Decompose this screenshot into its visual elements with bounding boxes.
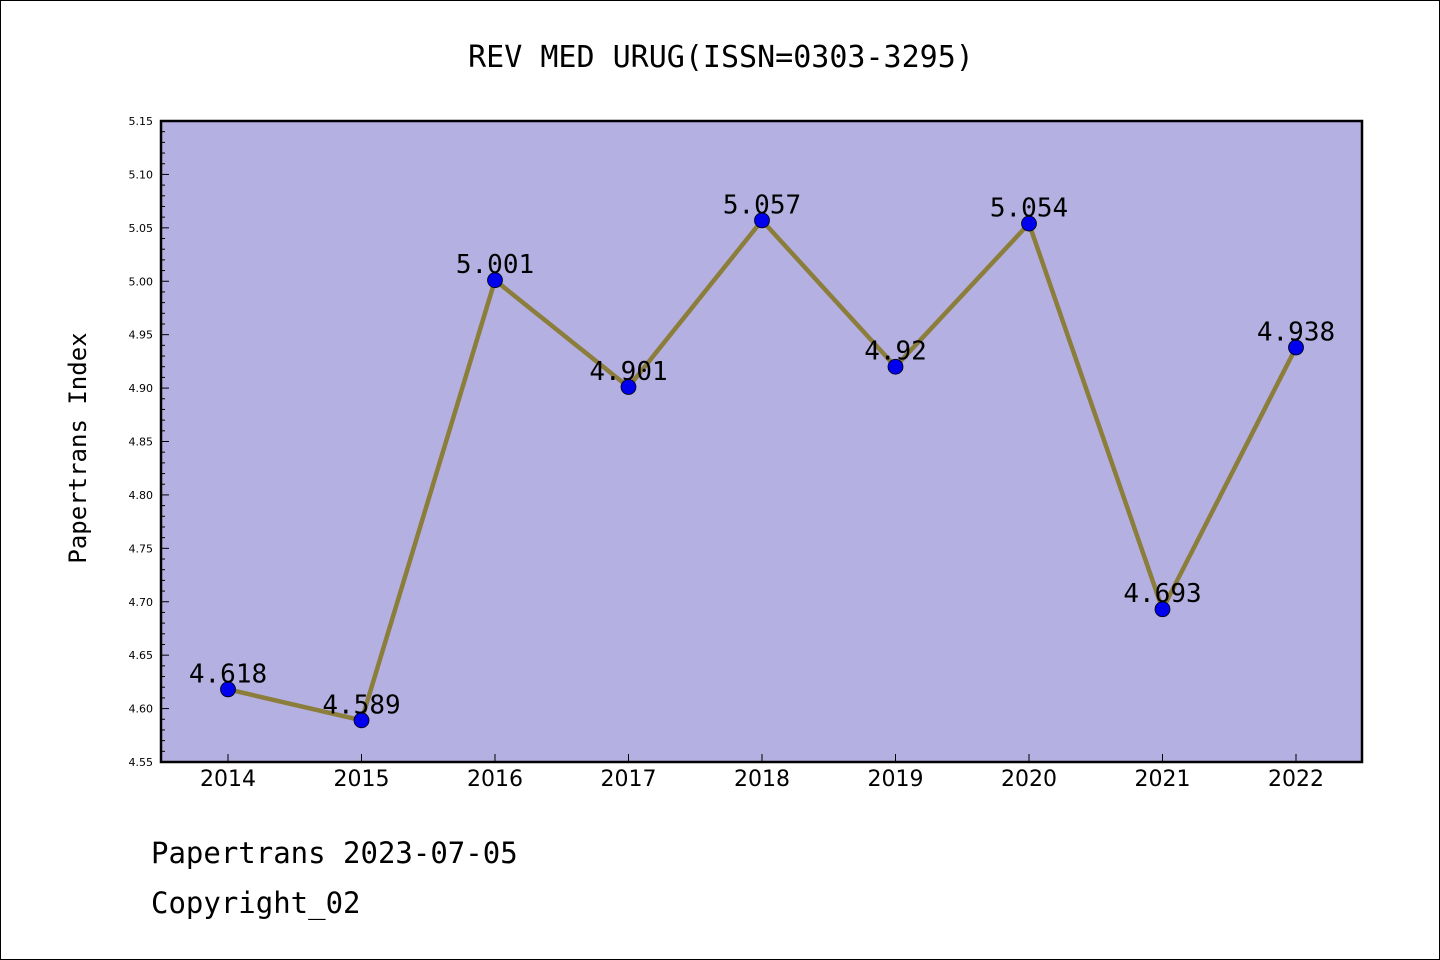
y-tick-label: 4.55 bbox=[129, 756, 154, 769]
y-tick-label: 5.05 bbox=[129, 222, 154, 235]
y-tick-label: 4.70 bbox=[129, 596, 154, 609]
x-tick-label: 2020 bbox=[1001, 767, 1057, 792]
chart-title: REV MED URUG(ISSN=0303-3295) bbox=[468, 40, 974, 75]
data-label: 4.901 bbox=[589, 357, 667, 387]
data-label: 4.938 bbox=[1257, 317, 1335, 347]
data-label: 5.001 bbox=[456, 250, 534, 280]
x-axis-ticks: 2014 2015 2016 2017 2018 2019 2020 2021 2022 bbox=[200, 754, 1324, 792]
y-tick-label: 4.90 bbox=[129, 382, 154, 395]
footer-date: Papertrans 2023-07-05 bbox=[151, 836, 518, 870]
data-label: 4.92 bbox=[864, 337, 927, 367]
data-label: 4.693 bbox=[1123, 579, 1201, 609]
y-tick-label: 5.15 bbox=[129, 115, 154, 128]
data-point bbox=[353, 712, 370, 729]
y-tick-label: 4.85 bbox=[129, 436, 154, 449]
x-tick-label: 2017 bbox=[601, 767, 657, 792]
y-tick-label: 5.00 bbox=[129, 275, 154, 288]
y-axis-ticks: 4.55 4.60 4.65 4.70 4.75 4.80 4.85 4.90 4.95 5.00… bbox=[129, 115, 169, 769]
data-point bbox=[1288, 339, 1304, 356]
data-label: 4.589 bbox=[322, 690, 400, 720]
y-tick-label: 4.75 bbox=[129, 542, 154, 555]
x-tick-label: 2015 bbox=[334, 767, 390, 792]
footer-copyright: Copyright_02 bbox=[151, 886, 361, 920]
data-points bbox=[220, 212, 1304, 729]
x-tick-label: 2016 bbox=[467, 767, 523, 792]
x-tick-label: 2019 bbox=[868, 767, 924, 792]
y-tick-label: 4.65 bbox=[129, 649, 154, 662]
y-tick-label: 4.95 bbox=[129, 329, 154, 342]
x-tick-label: 2018 bbox=[734, 767, 790, 792]
x-tick-label: 2014 bbox=[200, 767, 256, 792]
data-point bbox=[887, 358, 904, 375]
data-point bbox=[620, 379, 637, 395]
data-point bbox=[220, 681, 236, 698]
y-axis-label: Papertrans Index bbox=[64, 332, 92, 563]
data-labels: 4.618 4.589 5.001 4.901 5.057 4.92 5.054 4.693 4… bbox=[189, 190, 1335, 720]
plot-border bbox=[159, 119, 1364, 764]
data-point bbox=[1021, 215, 1037, 232]
data-point bbox=[487, 272, 503, 289]
data-label: 5.057 bbox=[723, 190, 801, 220]
data-point bbox=[754, 212, 770, 229]
y-tick-label: 5.10 bbox=[129, 168, 154, 181]
x-tick-label: 2021 bbox=[1135, 767, 1191, 792]
data-label: 5.054 bbox=[990, 194, 1068, 224]
x-tick-label: 2022 bbox=[1268, 767, 1324, 792]
y-tick-label: 4.60 bbox=[129, 703, 154, 716]
y-tick-label: 4.80 bbox=[129, 489, 154, 502]
data-point bbox=[1154, 601, 1171, 618]
data-label: 4.618 bbox=[189, 659, 267, 689]
